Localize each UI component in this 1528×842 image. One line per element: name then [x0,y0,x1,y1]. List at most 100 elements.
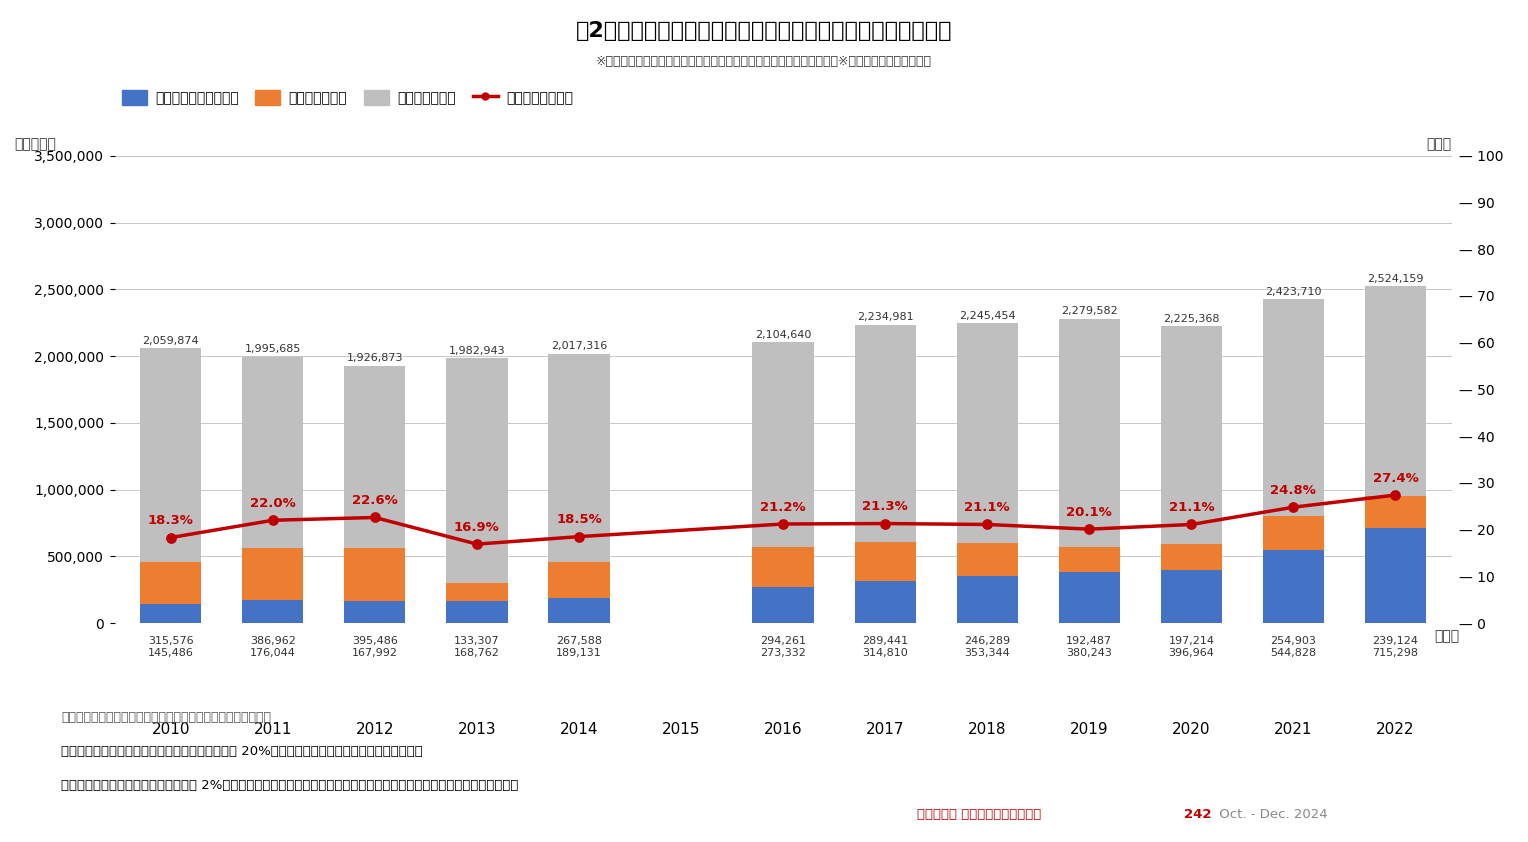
Text: （％）: （％） [1427,137,1452,151]
Text: 22.0%: 22.0% [251,497,296,510]
Text: 21.3%: 21.3% [862,500,908,514]
Text: 386,962: 386,962 [251,636,296,646]
Bar [446,583,507,600]
Text: Oct. - Dec. 2024: Oct. - Dec. 2024 [1215,808,1328,821]
Text: 294,261: 294,261 [759,636,807,646]
Text: 2,225,368: 2,225,368 [1163,313,1219,323]
Text: 314,810: 314,810 [862,648,908,658]
Text: 図2　熊本県の半導体産業の出荷額と製造業全体に占める割合: 図2 熊本県の半導体産業の出荷額と製造業全体に占める割合 [576,21,952,41]
Point [1180,518,1204,531]
Legend: 半導体製造装置製造業, 集積回路製造業, 半導体産業以外, 半導体産業の割合: 半導体製造装置製造業, 集積回路製造業, 半導体産業以外, 半導体産業の割合 [122,90,573,105]
Text: 242: 242 [1184,808,1212,821]
Text: （年）: （年） [1435,629,1459,642]
Bar [344,600,405,623]
Bar [1161,326,1222,544]
Bar [854,581,915,623]
Text: 246,289: 246,289 [964,636,1010,646]
Text: 22.6%: 22.6% [351,494,397,507]
Bar [957,323,1018,543]
Bar [549,562,610,598]
Text: 2,017,316: 2,017,316 [552,341,607,351]
Bar [1365,286,1426,496]
Text: 145,486: 145,486 [148,648,194,658]
Text: 20.1%: 20.1% [1067,506,1112,519]
Bar [1262,551,1325,623]
Bar [957,576,1018,623]
Text: 16.9%: 16.9% [454,521,500,534]
Bar [446,359,507,583]
Text: リクルート カレッジマネジメント: リクルート カレッジマネジメント [917,808,1045,821]
Text: 2,423,710: 2,423,710 [1265,287,1322,297]
Text: 2,524,159: 2,524,159 [1368,274,1424,284]
Point [465,537,489,551]
Text: 1,995,685: 1,995,685 [244,344,301,354]
Point [770,517,795,530]
Text: 289,441: 289,441 [862,636,908,646]
Bar [141,348,202,562]
Bar [344,548,405,600]
Point [567,530,591,543]
Text: 197,214: 197,214 [1169,636,1215,646]
Bar [241,600,304,623]
Text: 353,344: 353,344 [964,648,1010,658]
Point [362,511,387,525]
Bar [854,542,915,581]
Text: 168,762: 168,762 [454,648,500,658]
Bar [1059,573,1120,623]
Text: 176,044: 176,044 [251,648,296,658]
Text: 267,588: 267,588 [556,636,602,646]
Text: 24.8%: 24.8% [1270,484,1316,497]
Text: 239,124: 239,124 [1372,636,1418,646]
Bar [957,543,1018,576]
Text: 315,576: 315,576 [148,636,194,646]
Text: ※半導体産業：「半導体製造装置製造業」「集積回路製造業」の合計　※その他の関連産業は除外: ※半導体産業：「半導体製造装置製造業」「集積回路製造業」の合計 ※その他の関連産… [596,55,932,67]
Text: 1,982,943: 1,982,943 [449,346,506,356]
Text: 21.1%: 21.1% [964,501,1010,514]
Text: 715,298: 715,298 [1372,648,1418,658]
Bar [141,604,202,623]
Bar [549,598,610,623]
Bar [549,354,610,562]
Text: 2,279,582: 2,279,582 [1060,306,1117,317]
Text: 1,926,873: 1,926,873 [347,354,403,364]
Point [1383,488,1407,502]
Text: （百万円）: （百万円） [14,137,57,151]
Bar [344,365,405,548]
Bar [752,342,814,547]
Text: 18.5%: 18.5% [556,514,602,526]
Bar [1059,319,1120,546]
Bar [1262,300,1325,516]
Text: 167,992: 167,992 [351,648,397,658]
Bar [752,547,814,587]
Text: 254,903: 254,903 [1270,636,1316,646]
Text: 国内全体に占める半導体産業出荷額が 2%であることと比べても半導体産業が熊本県経済を支える存在であることが分かる。: 国内全体に占める半導体産業出荷額が 2%であることと比べても半導体産業が熊本県経… [61,779,518,791]
Bar [446,600,507,623]
Text: 544,828: 544,828 [1270,648,1317,658]
Bar [141,562,202,604]
Bar [1059,546,1120,573]
Point [1280,500,1305,514]
Text: 21.1%: 21.1% [1169,501,1215,514]
Text: 380,243: 380,243 [1067,648,1112,658]
Bar [752,587,814,623]
Text: 2,234,981: 2,234,981 [857,312,914,322]
Bar [1262,516,1325,551]
Point [159,530,183,544]
Text: 2,245,454: 2,245,454 [960,311,1016,321]
Text: 396,964: 396,964 [1169,648,1215,658]
Bar [241,357,304,548]
Text: 21.2%: 21.2% [761,501,805,514]
Bar [241,548,304,600]
Text: 2,059,874: 2,059,874 [142,336,199,346]
Text: 27.4%: 27.4% [1372,472,1418,485]
Text: 出典：経済産業省「工業統計調査」、経済センサスを基に作成: 出典：経済産業省「工業統計調査」、経済センサスを基に作成 [61,711,270,724]
Text: 192,487: 192,487 [1067,636,1112,646]
Text: 熊本県の半導体産業は全製造業の製造品出荷額の 20%を占める。（グラフ内青とオレンジ部分）: 熊本県の半導体産業は全製造業の製造品出荷額の 20%を占める。（グラフ内青とオレ… [61,745,423,758]
Text: 133,307: 133,307 [454,636,500,646]
Bar [1161,570,1222,623]
Point [1077,522,1102,536]
Bar [854,325,915,542]
Bar [1161,544,1222,570]
Text: 18.3%: 18.3% [148,514,194,527]
Text: 273,332: 273,332 [759,648,807,658]
